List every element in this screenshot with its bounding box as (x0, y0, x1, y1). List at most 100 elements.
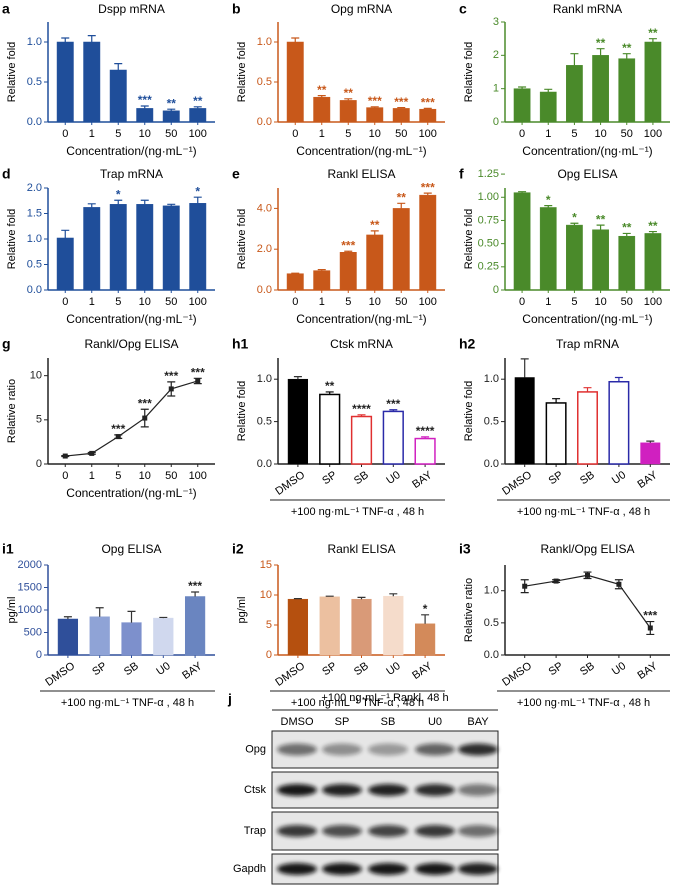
y-tick-label: 0.75 (478, 214, 499, 226)
x-tick-label: BAY (410, 469, 435, 491)
x-axis-label: Concentration/(ng·mL⁻¹) (66, 144, 196, 158)
panel-label: h1 (232, 336, 249, 352)
x-tick-label: U0 (610, 469, 628, 487)
x-axis-label: +100 ng·mL⁻¹ TNF-α , 48 h (291, 506, 424, 518)
bar (352, 417, 372, 464)
y-tick-label: 1.00 (478, 191, 499, 203)
error-bar (291, 38, 299, 42)
y-tick-label: 0.0 (257, 458, 272, 470)
error-bar (521, 359, 529, 378)
x-tick-label: U0 (384, 660, 402, 678)
bar (645, 42, 661, 122)
significance: ** (397, 190, 407, 204)
x-tick-label: SB (578, 660, 597, 678)
panel-label: h2 (459, 336, 476, 352)
y-tick-label: 0.0 (257, 116, 272, 128)
x-tick-label: 10 (594, 296, 606, 308)
y-tick-label: 0.5 (27, 258, 42, 270)
y-tick-label: 500 (24, 626, 42, 638)
x-tick-label: U0 (154, 660, 172, 678)
x-tick-label: DMSO (500, 469, 534, 498)
x-tick-label: DMSO (273, 660, 307, 689)
x-tick-label: 50 (165, 470, 177, 482)
y-tick-label: 2000 (18, 559, 42, 571)
error-bar (61, 230, 69, 238)
x-axis-label: +100 ng·mL⁻¹ TNF-α , 48 h (517, 697, 650, 709)
panel-label: b (232, 1, 241, 17)
error-bar (96, 608, 104, 617)
panel-title: Opg ELISA (101, 542, 161, 556)
x-tick-label: SB (352, 660, 371, 678)
bar (367, 235, 383, 290)
x-axis-label: Concentration/(ng·mL⁻¹) (66, 486, 196, 500)
y-tick-label: 0 (266, 649, 272, 661)
x-tick-label: 5 (115, 470, 121, 482)
blot-band (277, 863, 317, 875)
x-tick-label: 10 (139, 470, 151, 482)
x-tick-label: 100 (419, 296, 437, 308)
bar (84, 207, 100, 290)
significance: * (546, 193, 551, 207)
y-axis-label: Relative fold (236, 42, 248, 103)
significance: **** (352, 402, 371, 416)
blot-band (458, 825, 498, 837)
x-tick-label: SB (578, 469, 597, 487)
significance: ** (622, 221, 632, 235)
bar (185, 597, 205, 656)
blot-band (368, 825, 408, 837)
panel-label: a (2, 1, 10, 17)
panel-title: Rankl/Opg ELISA (84, 337, 178, 351)
panel-title: Trap mRNA (100, 167, 163, 181)
x-tick-label: 50 (621, 128, 633, 140)
x-axis-label: +100 ng·mL⁻¹ TNF-α , 48 h (517, 506, 650, 518)
significance: ** (596, 212, 606, 226)
lane-label: DMSO (281, 716, 314, 728)
significance: ** (648, 26, 658, 40)
blot-band (368, 863, 408, 875)
bar (163, 206, 179, 290)
x-tick-label: 1 (545, 128, 551, 140)
x-axis-label: Concentration/(ng·mL⁻¹) (296, 144, 426, 158)
bar (514, 89, 530, 122)
y-tick-label: 1.0 (484, 585, 499, 597)
y-axis-label: Relative fold (6, 42, 18, 103)
bar (393, 108, 409, 122)
x-tick-label: 50 (621, 296, 633, 308)
y-tick-label: 0.0 (27, 116, 42, 128)
y-tick-label: 0.0 (484, 649, 499, 661)
x-tick-label: 1 (319, 296, 325, 308)
panel-title: Dspp mRNA (98, 2, 165, 16)
significance: *** (394, 95, 408, 109)
x-tick-label: 1 (89, 296, 95, 308)
significance: *** (164, 369, 178, 383)
y-axis-label: pg/ml (6, 597, 18, 624)
significance: ** (622, 41, 632, 55)
bar (314, 97, 330, 122)
x-tick-label: BAY (635, 469, 660, 491)
bar (367, 108, 383, 122)
x-tick-label: 100 (189, 470, 207, 482)
y-tick-label: 10 (30, 370, 42, 382)
lane-label: SP (335, 716, 350, 728)
x-tick-label: 0 (519, 128, 525, 140)
y-tick-label: 1000 (18, 604, 42, 616)
panel-title: Rankl ELISA (327, 167, 395, 181)
x-axis-label: Concentration/(ng·mL⁻¹) (66, 312, 196, 326)
bar (540, 92, 556, 122)
bar (58, 619, 78, 655)
significance: *** (421, 180, 435, 194)
x-tick-label: 100 (644, 296, 662, 308)
panel-label: d (2, 166, 11, 182)
bar (137, 108, 153, 122)
bar (540, 207, 556, 290)
significance: * (423, 602, 428, 616)
bar (383, 411, 403, 464)
error-bar (294, 599, 302, 600)
panel-label: g (2, 336, 11, 352)
bar (592, 230, 608, 290)
x-tick-label: SB (352, 469, 371, 487)
